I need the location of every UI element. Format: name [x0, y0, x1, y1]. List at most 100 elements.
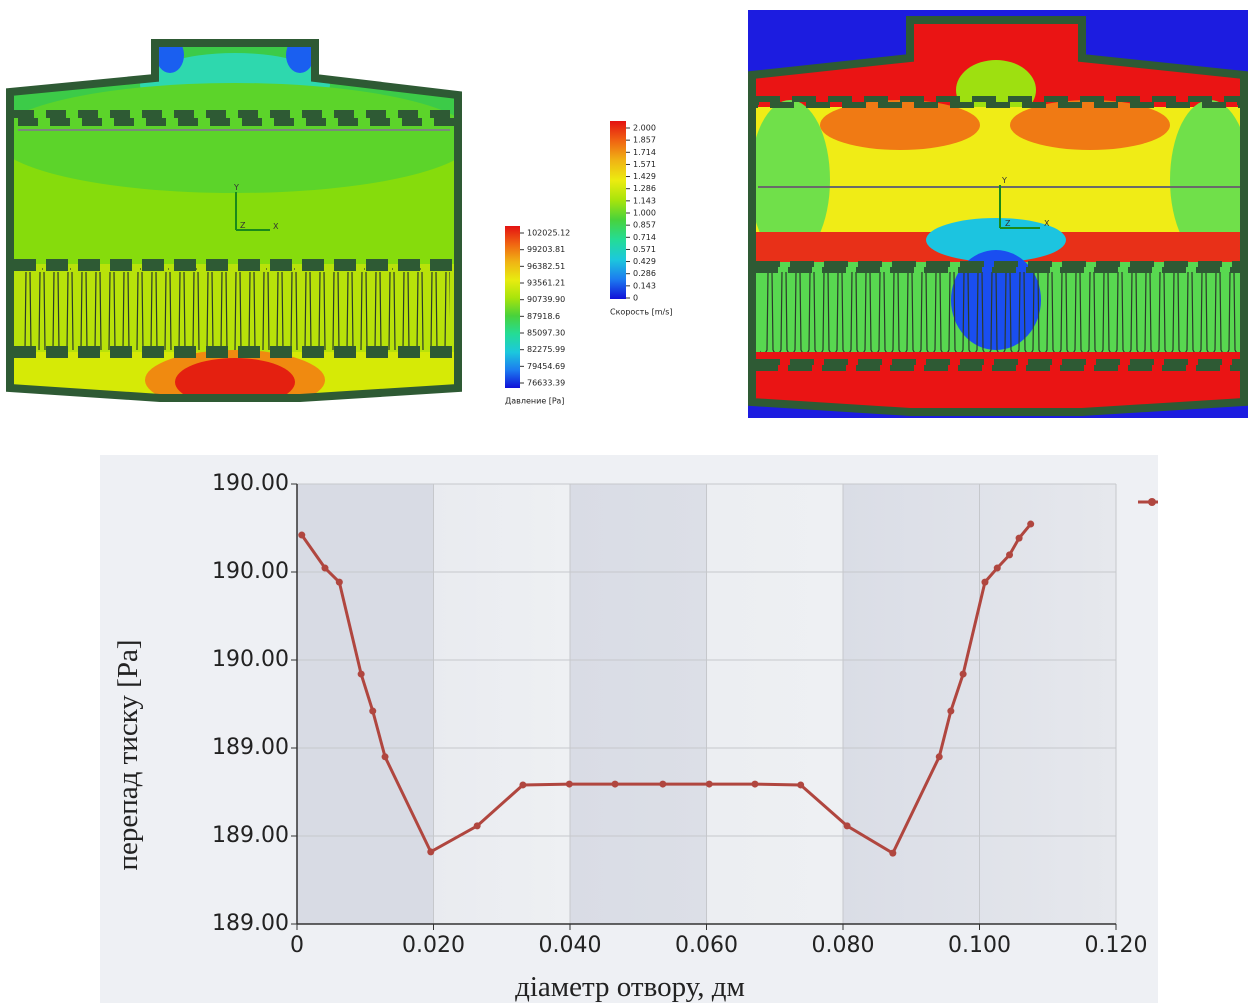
x-axis-title: діаметр отвору, дм: [515, 971, 745, 1003]
data-point: [889, 849, 897, 857]
data-point: [935, 753, 943, 761]
y-tick-label: 190.00: [212, 471, 289, 496]
region: [1170, 100, 1244, 260]
triad-label: Z: [240, 221, 246, 230]
housing: [748, 16, 1248, 416]
data-point: [357, 670, 365, 678]
colorbar-label: 0.286: [633, 269, 656, 278]
data-point: [565, 780, 573, 788]
y-tick-label: 189.00: [212, 735, 289, 760]
data-point: [519, 781, 527, 789]
data-point: [751, 780, 759, 788]
data-point: [981, 578, 989, 586]
coils: [760, 270, 1240, 356]
colorbar-label: 0.571: [633, 245, 656, 254]
data-point: [843, 822, 851, 830]
axis-triad: X Y Z: [999, 176, 1050, 229]
colorbar-label: 0.143: [633, 281, 656, 290]
colorbar-title: Скорость [m/s]: [610, 308, 673, 317]
baffles: [753, 96, 1243, 371]
data-point: [993, 564, 1001, 572]
colorbar: [610, 121, 626, 299]
data-point: [427, 848, 435, 856]
region: [1010, 100, 1170, 150]
y-tick-label: 189.00: [212, 911, 289, 936]
region: [752, 100, 830, 260]
coils: [18, 268, 450, 350]
colorbar-label: 1.000: [633, 209, 656, 218]
baffle: [753, 359, 1243, 371]
data-point: [611, 780, 619, 788]
data-point: [298, 531, 306, 539]
triad-label: Y: [1001, 176, 1007, 185]
colorbar-label: 87918.6: [527, 312, 560, 321]
colorbar-label: 1.286: [633, 184, 656, 193]
colorbar-label: 0.857: [633, 221, 656, 230]
colorbar-label: 76633.39: [527, 379, 565, 388]
x-tick-label: 0.060: [675, 933, 738, 958]
data-point: [1006, 551, 1014, 559]
x-tick-label: 0.020: [402, 933, 465, 958]
colorbar-label: 96382.51: [527, 262, 565, 271]
colorbar-label: 79454.69: [527, 362, 565, 371]
colorbar-label: 0: [633, 294, 638, 303]
x-tick-label: 0: [290, 933, 304, 958]
axis-triad: X Y Z: [233, 183, 279, 231]
colorbar-title: Давление [Pa]: [505, 397, 564, 406]
y-tick-label: 189.00: [212, 823, 289, 848]
legend-dot: [1148, 498, 1156, 506]
y-tick-label: 190.00: [212, 559, 289, 584]
x-tick-label: 0.100: [948, 933, 1011, 958]
region: [10, 83, 458, 193]
legend-marker: [1138, 498, 1158, 506]
data-point: [381, 753, 389, 761]
triad-label: X: [1044, 219, 1050, 228]
triad-label: Y: [233, 183, 239, 192]
data-point: [797, 781, 805, 789]
region: [820, 100, 980, 150]
data-point: [959, 670, 967, 678]
colorbar-label: 1.143: [633, 196, 656, 205]
colorbar-label: 82275.99: [527, 345, 565, 354]
x-tick-label: 0.040: [539, 933, 602, 958]
colorbar-label: 2.000: [633, 124, 656, 133]
colorbar-label: 0.429: [633, 257, 656, 266]
baffle: [10, 110, 458, 126]
colorbar-label: 0.714: [633, 233, 656, 242]
data-point: [369, 707, 377, 715]
y-axis-title: перепад тиску [Pa]: [112, 640, 144, 871]
triad-label: X: [273, 222, 279, 231]
data-point: [335, 578, 343, 586]
colorbar-label: 1.857: [633, 136, 656, 145]
y-tick-label: 190.00: [212, 647, 289, 672]
baffle: [753, 96, 1243, 108]
colorbar-label: 1.714: [633, 148, 656, 157]
baffle: [11, 346, 457, 358]
colorbar-label: 1.571: [633, 160, 656, 169]
data-point: [659, 780, 667, 788]
x-tick-label: 0.120: [1085, 933, 1148, 958]
colorbar: [505, 226, 520, 388]
housing: [6, 39, 462, 402]
data-point: [473, 822, 481, 830]
triad-label: Z: [1005, 219, 1011, 228]
data-point: [1027, 520, 1035, 528]
colorbar-label: 90739.90: [527, 295, 565, 304]
velocity-field: [752, 20, 1244, 412]
baffles: [10, 110, 458, 358]
data-point: [947, 707, 955, 715]
colorbar-label: 1.429: [633, 172, 656, 181]
colorbar-label: 85097.30: [527, 329, 565, 338]
colorbar-label: 93561.21: [527, 279, 565, 288]
data-point: [321, 564, 329, 572]
region: [956, 60, 1036, 120]
colorbar-label: 99203.81: [527, 245, 565, 254]
x-tick-label: 0.080: [812, 933, 875, 958]
colorbar-label: 102025.12: [527, 229, 570, 238]
data-point: [705, 780, 713, 788]
baffle: [753, 261, 1243, 273]
data-point: [1015, 534, 1023, 542]
